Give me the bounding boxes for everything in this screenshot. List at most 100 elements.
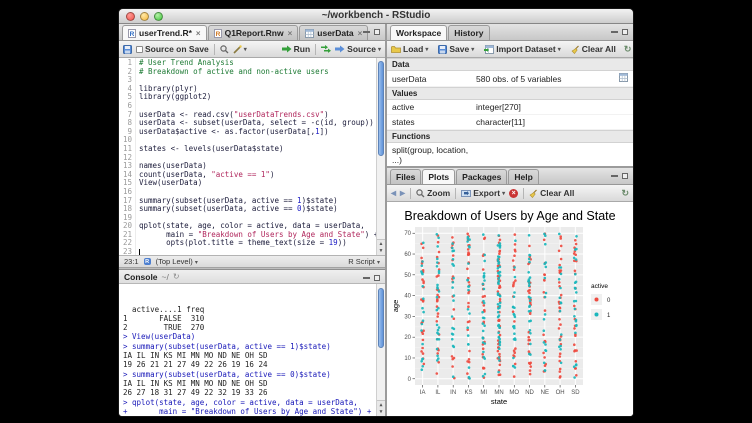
console-output[interactable]: active....1 freq 1 FALSE 310 2 TRUE 270 > V… <box>119 284 385 416</box>
data-point <box>497 234 500 237</box>
r-doc-icon: R <box>128 28 136 38</box>
workspace-object-row[interactable]: states character[11] <box>387 115 633 130</box>
close-tab-icon[interactable]: × <box>287 28 293 38</box>
data-point <box>497 331 500 334</box>
console-scrollbar[interactable]: ▲ ▼ <box>376 284 385 416</box>
remove-plot-button[interactable]: × <box>509 188 519 198</box>
minimize-pane-icon[interactable] <box>363 277 370 279</box>
code-tools-button[interactable]: ▾ <box>233 44 247 54</box>
close-tab-icon[interactable]: × <box>195 28 201 38</box>
data-point <box>467 301 470 305</box>
data-point <box>452 299 455 302</box>
data-point <box>528 352 531 356</box>
line-number: 19 <box>122 212 132 222</box>
tab-q1report-rnw[interactable]: R Q1Report.Rnw × <box>207 25 299 40</box>
scrollbar-arrows[interactable]: ▲ ▼ <box>377 400 385 416</box>
data-point <box>420 256 423 260</box>
data-point <box>436 257 439 261</box>
scrollbar-arrows[interactable]: ▲ ▼ <box>377 239 385 255</box>
data-point <box>528 304 532 308</box>
tab-workspace[interactable]: Workspace <box>390 25 448 40</box>
tab-packages[interactable]: Packages <box>456 169 508 184</box>
data-point <box>574 239 577 242</box>
line-number: 6 <box>127 100 132 110</box>
maximize-pane-icon[interactable] <box>622 173 628 179</box>
minimize-window-button[interactable] <box>140 12 149 21</box>
data-point <box>496 310 500 314</box>
data-point <box>451 333 455 336</box>
close-window-button[interactable] <box>126 12 135 21</box>
console-dir-icon[interactable]: ↻ <box>172 272 180 281</box>
data-point <box>575 349 578 352</box>
view-data-button[interactable] <box>619 73 628 84</box>
clear-plots-button[interactable]: Clear All <box>529 188 574 198</box>
minimize-pane-icon[interactable] <box>611 31 618 33</box>
tab-help[interactable]: Help <box>508 169 539 184</box>
zoom-plot-button[interactable]: Zoom <box>416 188 450 198</box>
data-point <box>466 360 469 363</box>
zoom-window-button[interactable] <box>154 12 163 21</box>
titlebar[interactable]: ~/workbench - RStudio <box>119 9 633 24</box>
find-button[interactable] <box>220 44 229 54</box>
horizontal-splitter[interactable] <box>119 267 385 270</box>
save-button[interactable] <box>123 44 132 54</box>
workspace-object-row[interactable]: active integer[270] <box>387 100 633 115</box>
data-point <box>466 372 469 375</box>
next-plot-button[interactable]: ▸ <box>400 187 406 199</box>
tab-files[interactable]: Files <box>390 169 422 184</box>
workspace-object-row[interactable]: userData 580 obs. of 5 variables <box>387 71 633 87</box>
workspace-pane: Workspace History Load ▾ <box>387 24 633 166</box>
source-on-save-toggle[interactable]: Source on Save <box>136 44 209 54</box>
code-line: # User Trend Analysis <box>139 58 234 67</box>
console-working-dir: ~/ <box>161 271 169 282</box>
data-point <box>498 238 502 242</box>
data-point <box>528 260 531 264</box>
scrollbar-thumb[interactable] <box>378 61 384 156</box>
maximize-pane-icon[interactable] <box>374 275 380 281</box>
file-type-selector[interactable]: R Script ▾ <box>348 257 380 266</box>
code-editor[interactable]: 1 2 3 4 5 6 7 8 9 10 11 12 13 14 15 16 17 18 19 20 21 22 23 # … <box>119 58 385 255</box>
close-tab-icon[interactable]: × <box>357 28 363 38</box>
source-button[interactable]: Source ▾ <box>335 44 381 54</box>
plots-tabbar: Files Plots Packages Help <box>387 168 633 185</box>
clear-workspace-button[interactable]: Clear All <box>571 44 616 54</box>
data-point <box>527 257 531 261</box>
checkbox-icon[interactable] <box>136 45 143 53</box>
refresh-icon[interactable]: ↻ <box>621 187 629 198</box>
console-pane: Console ~/ ↻ active....1 freq 1 FALSE 310… <box>119 270 385 416</box>
code-line: opts(plot.title = theme_text(size = 19)) <box>139 238 347 248</box>
data-point <box>436 293 439 297</box>
maximize-pane-icon[interactable] <box>622 29 628 35</box>
editor-scrollbar[interactable]: ▲ ▼ <box>376 58 385 255</box>
data-point <box>467 375 471 379</box>
save-workspace-button[interactable]: Save ▾ <box>438 44 474 54</box>
data-point <box>544 242 547 246</box>
minimize-pane-icon[interactable] <box>611 175 618 177</box>
data-point <box>437 250 441 254</box>
run-button[interactable]: Run <box>281 44 310 54</box>
data-point <box>513 233 517 236</box>
data-point <box>575 247 578 251</box>
code-text[interactable]: # User Trend Analysis # Breakdown of acti… <box>136 58 385 255</box>
data-point <box>497 276 501 280</box>
workspace-object-row[interactable]: split(group, location, ...) <box>387 143 633 166</box>
export-plot-button[interactable]: Export ▾ <box>461 188 505 198</box>
scope-selector[interactable]: (Top Level) ▾ <box>155 257 198 266</box>
tab-history[interactable]: History <box>448 25 490 40</box>
scrollbar-thumb[interactable] <box>378 288 384 348</box>
previous-plot-button[interactable]: ◂ <box>391 187 397 199</box>
data-point <box>559 323 562 326</box>
import-dataset-button[interactable]: Import Dataset ▾ <box>484 44 561 54</box>
refresh-icon[interactable]: ↻ <box>623 43 632 54</box>
data-point <box>497 319 501 322</box>
tab-userdata[interactable]: userData × <box>299 25 369 40</box>
minimize-pane-icon[interactable] <box>363 31 370 33</box>
data-point <box>466 328 469 331</box>
load-workspace-button[interactable]: Load ▾ <box>391 44 428 54</box>
y-tick-label: 0 <box>408 377 412 383</box>
data-point <box>498 295 502 298</box>
tab-plots[interactable]: Plots <box>422 169 456 184</box>
rerun-button[interactable] <box>321 45 332 53</box>
maximize-pane-icon[interactable] <box>374 29 380 35</box>
